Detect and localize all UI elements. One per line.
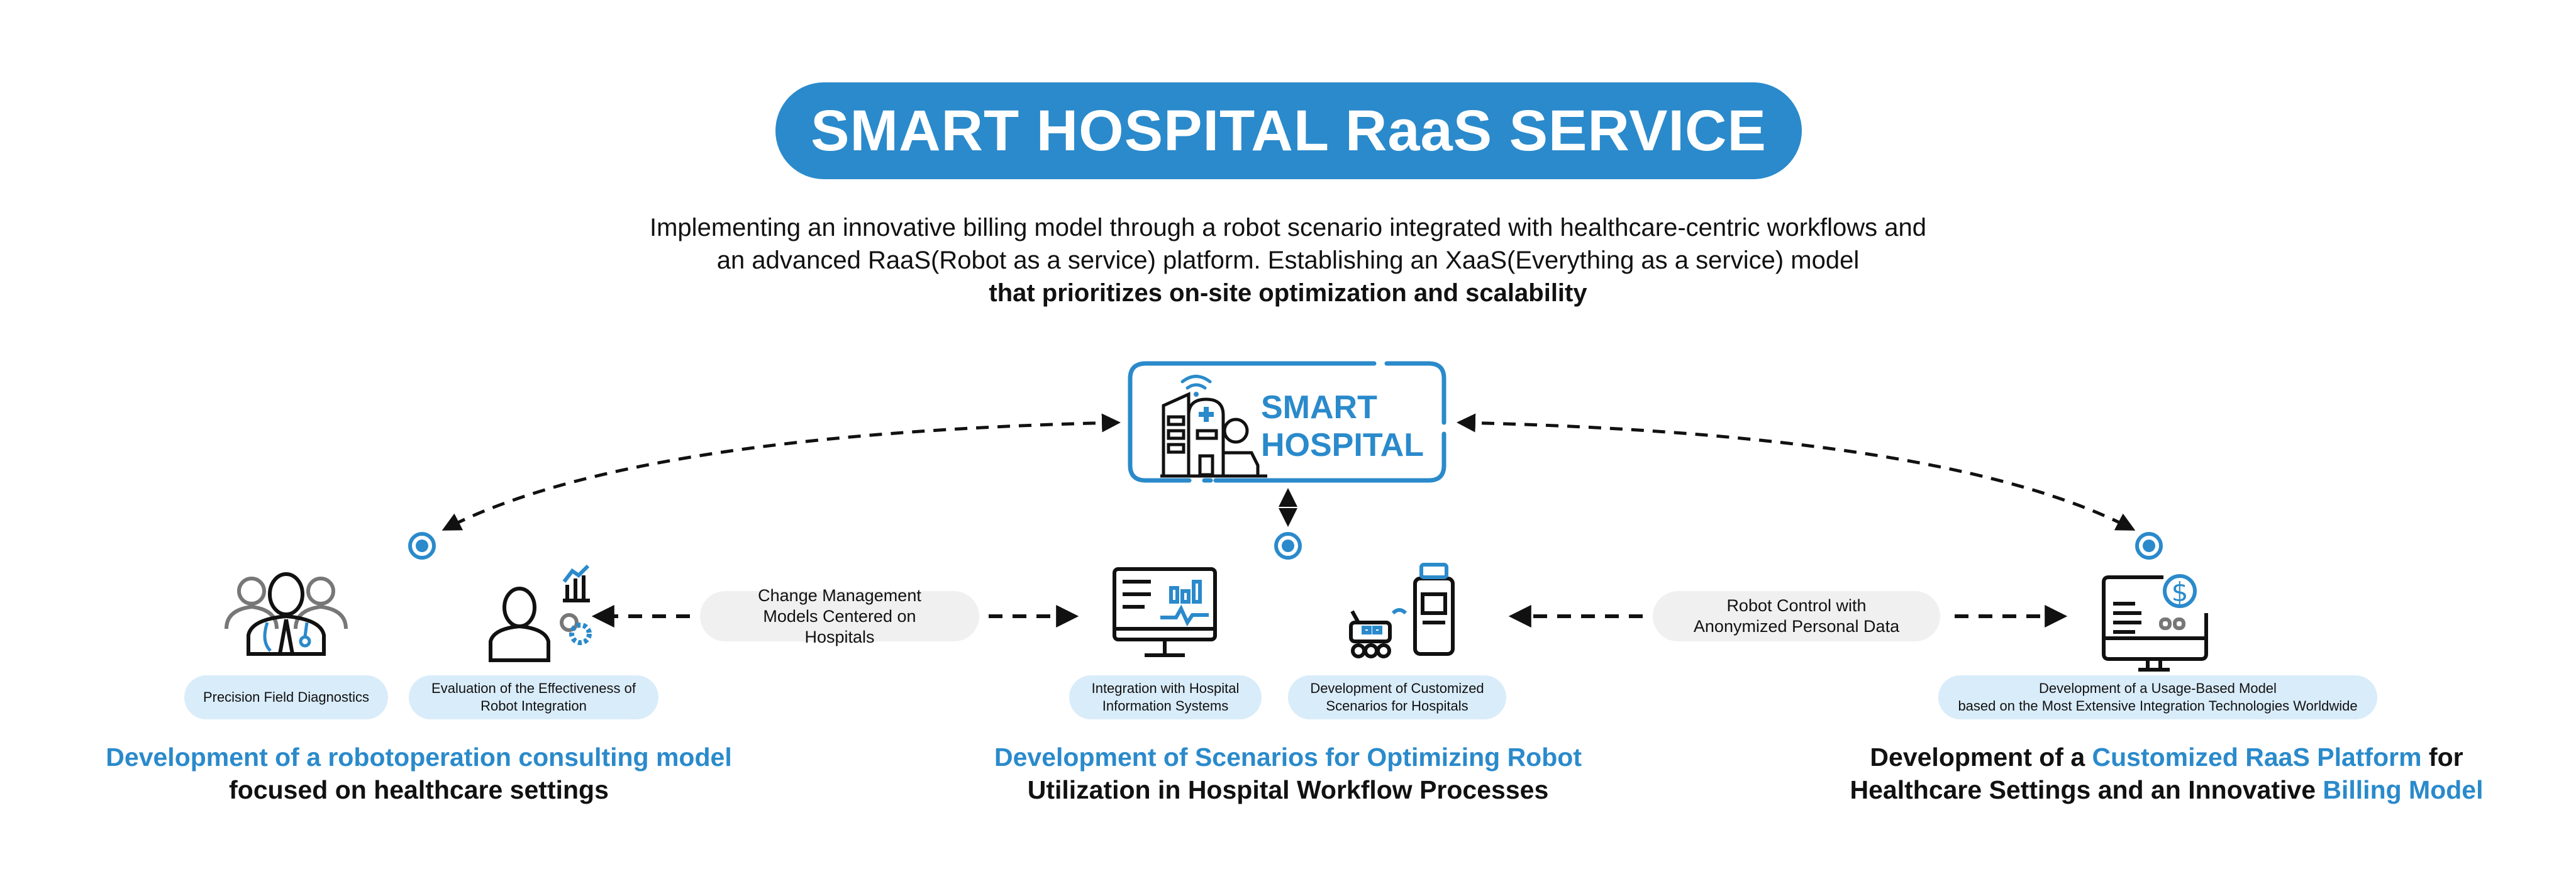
pill-label: Precision Field Diagnostics [203, 689, 370, 705]
pill-his-integration: Integration with Hospital Information Sy… [1069, 675, 1262, 719]
heading-part: for [2421, 743, 2463, 772]
pill-label-line-2: based on the Most Extensive Integration … [1958, 698, 2358, 714]
description-line-2: an advanced RaaS(Robot as a service) pla… [716, 246, 1860, 274]
pill-label: Development of Customized Scenarios for … [1310, 680, 1484, 714]
pill-precision-diagnostics: Precision Field Diagnostics [184, 675, 388, 719]
heading-line-2: focused on healthcare settings [229, 775, 609, 804]
connector-label: Change Management Models Centered on Hos… [758, 585, 921, 646]
heading-line-2: Healthcare Settings and an Innovative Bi… [1789, 773, 2544, 806]
dashed-arc-left [441, 413, 1121, 531]
heading-line-2: Utilization in Hospital Workflow Process… [1027, 775, 1549, 804]
dashed-arc-right [1457, 413, 2136, 531]
heading-line-1: Development of a robotoperation consulti… [106, 743, 732, 772]
heading-raas-platform: Development of a Customized RaaS Platfor… [1789, 741, 2544, 806]
pill-evaluation: Evaluation of the Effectiveness of Robot… [409, 675, 658, 719]
billing-monitor-icon: $ [2102, 574, 2208, 672]
heading-part: Development of a [1870, 743, 2092, 772]
hub-label-line-2: HOSPITAL [1261, 427, 1424, 463]
heading-part: Healthcare Settings and an Innovative [1850, 775, 2323, 804]
target-dot-right [2135, 532, 2163, 560]
hub-label-line-1: SMART [1261, 389, 1377, 426]
hospital-wifi-icon [1160, 375, 1267, 478]
service-robots-icon [1349, 563, 1455, 658]
heading-highlight: Customized RaaS Platform [2092, 743, 2422, 772]
heading-line-1: Development of Scenarios for Optimizing … [994, 743, 1582, 772]
title-banner: SMART HOSPITAL RaaS SERVICE [775, 82, 1802, 179]
connector-robot-control: Robot Control with Anonymized Personal D… [1653, 591, 1940, 641]
heading-line-1: Development of a Customized RaaS Platfor… [1789, 741, 2544, 773]
pill-label: Evaluation of the Effectiveness of Robot… [431, 680, 636, 714]
target-dot-left [408, 532, 436, 560]
pill-usage-based-model: Development of a Usage-Based Model based… [1938, 675, 2377, 719]
heading-highlight: Billing Model [2323, 775, 2484, 804]
hub-label: SMART HOSPITAL [1261, 389, 1424, 464]
heading-consulting-model: Development of a robotoperation consulti… [42, 741, 796, 806]
description: Implementing an innovative billing model… [440, 211, 2136, 309]
doctors-team-icon [225, 572, 348, 656]
target-dot-center [1274, 532, 1302, 560]
pill-label-line-1: Development of a Usage-Based Model [2039, 680, 2277, 696]
heading-robot-scenarios: Development of Scenarios for Optimizing … [911, 741, 1665, 806]
analyst-gears-icon [489, 564, 592, 662]
his-monitor-icon [1113, 567, 1217, 657]
description-line-1: Implementing an innovative billing model… [650, 214, 1926, 241]
connector-change-management: Change Management Models Centered on Hos… [700, 586, 979, 646]
pill-customized-scenarios: Development of Customized Scenarios for … [1288, 675, 1506, 719]
description-line-3: that prioritizes on-site optimization an… [989, 279, 1587, 307]
smart-hospital-box [1128, 361, 1446, 483]
connector-label: Robot Control with Anonymized Personal D… [1693, 596, 1900, 636]
pill-label: Integration with Hospital Information Sy… [1091, 680, 1240, 714]
svg-text:$: $ [2172, 577, 2189, 607]
